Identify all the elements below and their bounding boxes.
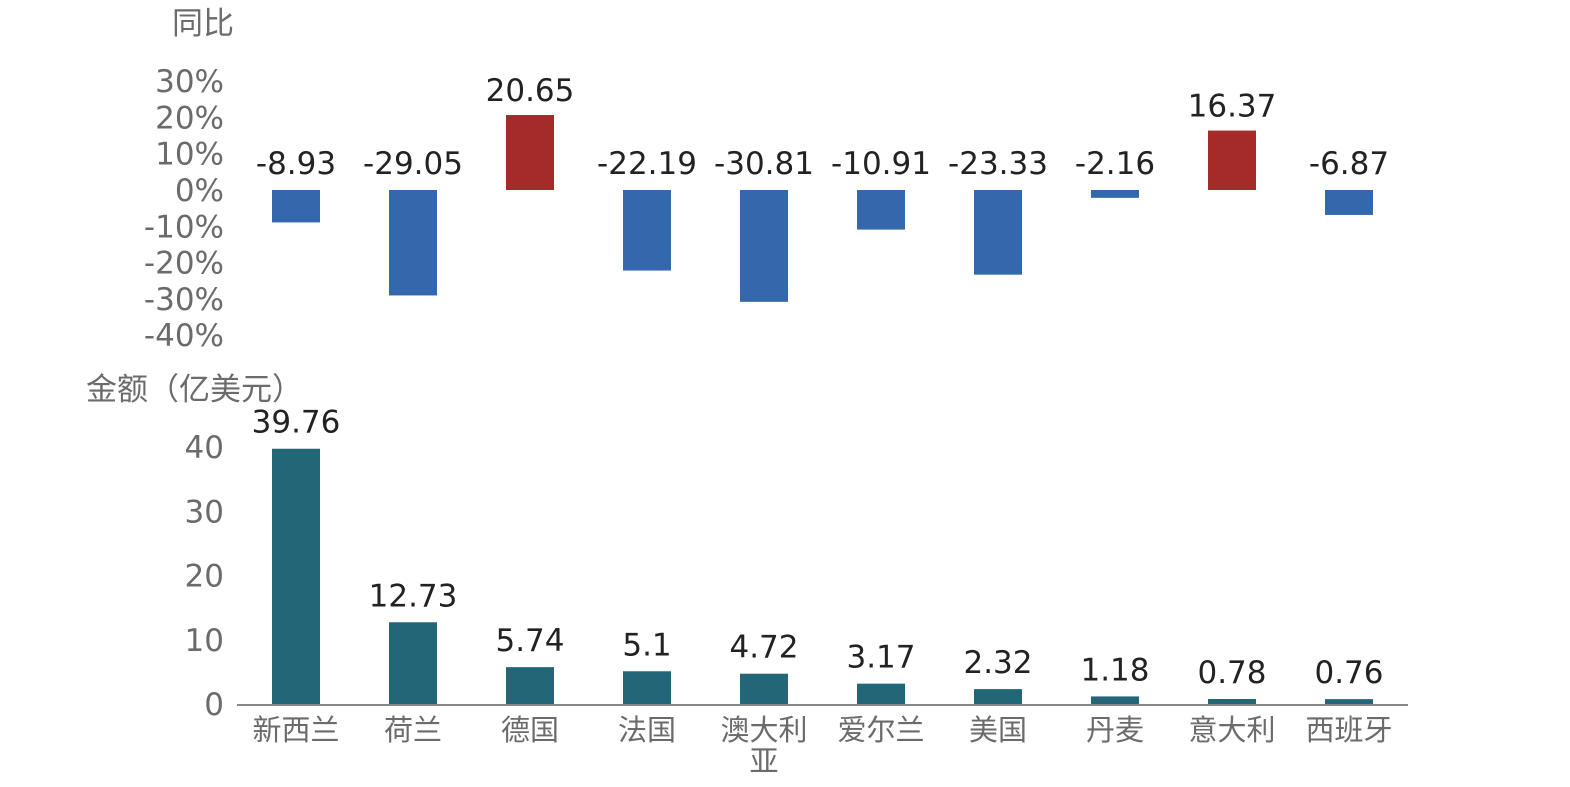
amount-bar bbox=[1208, 698, 1256, 704]
amount-value-label: 0.76 bbox=[1314, 655, 1383, 691]
category-label: 澳大利 bbox=[720, 713, 807, 747]
yoy-bar bbox=[1091, 190, 1139, 198]
yoy-y-tick: 10% bbox=[155, 137, 224, 173]
amount-value-label: 5.1 bbox=[622, 627, 671, 663]
amount-value-label: 2.32 bbox=[963, 645, 1032, 681]
yoy-bar bbox=[1325, 190, 1373, 215]
category-label: 意大利 bbox=[1188, 713, 1275, 747]
amount-y-tick: 30 bbox=[185, 494, 224, 530]
amount-panel: 金额（亿美元） 40 30 20 10 0 39.76 12.73 5.74 5.1 4.72 3.… bbox=[86, 372, 1408, 778]
yoy-value-label: -2.16 bbox=[1075, 146, 1155, 182]
yoy-y-tick: -20% bbox=[144, 246, 224, 282]
amount-y-tick: 20 bbox=[185, 559, 224, 595]
yoy-y-tick: -40% bbox=[144, 318, 224, 354]
yoy-y-tick: 20% bbox=[155, 100, 224, 136]
yoy-panel: 同比 30%20%10%0%-10%-20%-30%-40% -8.93 -29.0… bbox=[144, 6, 1389, 354]
amount-bar bbox=[857, 683, 905, 704]
yoy-value-label: -6.87 bbox=[1309, 146, 1389, 182]
amount-bar bbox=[389, 622, 437, 704]
yoy-y-tick: 30% bbox=[155, 64, 224, 100]
category-label: 荷兰 bbox=[384, 713, 442, 747]
yoy-value-label: 20.65 bbox=[486, 73, 575, 109]
amount-value-label: 39.76 bbox=[252, 405, 341, 441]
category-label: 丹麦 bbox=[1086, 713, 1144, 747]
amount-value-label: 4.72 bbox=[729, 630, 798, 666]
yoy-bar bbox=[272, 190, 320, 223]
yoy-bar bbox=[623, 190, 671, 271]
yoy-value-label: -30.81 bbox=[714, 146, 814, 182]
yoy-bar bbox=[974, 190, 1022, 275]
amount-axis-title: 金额（亿美元） bbox=[86, 372, 303, 408]
yoy-value-label: -29.05 bbox=[363, 146, 463, 182]
amount-y-tick: 40 bbox=[185, 430, 224, 466]
category-label: 美国 bbox=[969, 713, 1027, 747]
yoy-value-label: -23.33 bbox=[948, 146, 1048, 182]
yoy-y-tick: -10% bbox=[144, 209, 224, 245]
yoy-bar bbox=[740, 190, 788, 302]
yoy-bar bbox=[1208, 130, 1256, 190]
amount-value-label: 5.74 bbox=[495, 623, 564, 659]
yoy-value-label: -22.19 bbox=[597, 146, 697, 182]
category-label: 新西兰 bbox=[252, 713, 339, 747]
amount-value-label: 0.78 bbox=[1197, 655, 1266, 691]
category-label: 亚 bbox=[749, 744, 778, 778]
yoy-value-label: -8.93 bbox=[256, 146, 336, 182]
amount-bar bbox=[272, 448, 320, 704]
amount-bar bbox=[974, 689, 1022, 704]
yoy-value-label: -10.91 bbox=[831, 146, 931, 182]
amount-value-label: 12.73 bbox=[369, 578, 458, 614]
yoy-bar bbox=[389, 190, 437, 296]
yoy-bar bbox=[506, 115, 554, 190]
amount-bar bbox=[1091, 696, 1139, 704]
amount-bar bbox=[623, 671, 671, 704]
category-label: 德国 bbox=[501, 713, 559, 747]
amount-y-tick: 10 bbox=[185, 623, 224, 659]
amount-y-tick: 0 bbox=[204, 687, 224, 723]
amount-bar bbox=[506, 667, 554, 704]
yoy-axis-title: 同比 bbox=[172, 6, 234, 42]
amount-bar bbox=[1325, 699, 1373, 704]
amount-bar bbox=[740, 673, 788, 704]
yoy-y-tick: -30% bbox=[144, 282, 224, 318]
category-label: 法国 bbox=[618, 713, 676, 747]
amount-value-label: 3.17 bbox=[846, 640, 915, 676]
category-label: 西班牙 bbox=[1305, 713, 1392, 747]
yoy-y-tick: 0% bbox=[175, 173, 224, 209]
amount-value-label: 1.18 bbox=[1080, 652, 1149, 688]
yoy-value-label: 16.37 bbox=[1188, 89, 1277, 125]
category-label: 爱尔兰 bbox=[837, 713, 924, 747]
yoy-bar bbox=[857, 190, 905, 230]
